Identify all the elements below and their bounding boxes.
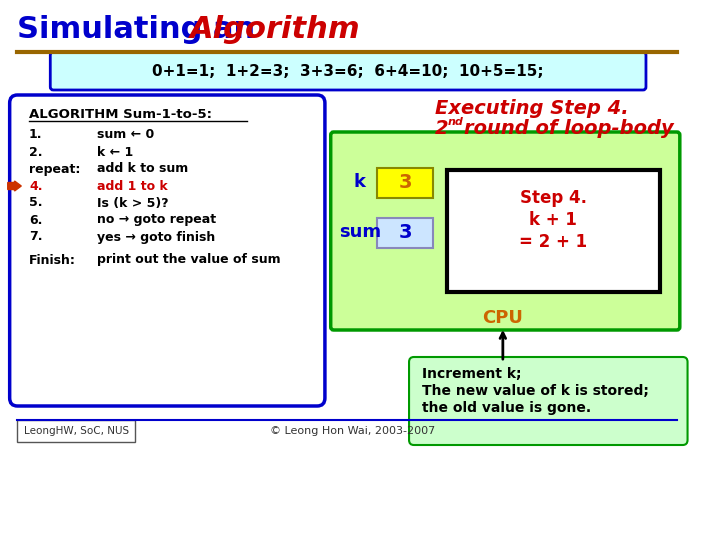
Text: LeongHW, SoC, NUS: LeongHW, SoC, NUS: [24, 426, 129, 436]
Text: repeat:: repeat:: [29, 163, 81, 176]
FancyBboxPatch shape: [17, 420, 135, 442]
FancyBboxPatch shape: [330, 132, 680, 330]
Text: ALGORITHM Sum-1-to-5:: ALGORITHM Sum-1-to-5:: [29, 109, 212, 122]
FancyBboxPatch shape: [447, 170, 660, 292]
Text: Step 4.: Step 4.: [520, 189, 587, 207]
Text: © Leong Hon Wai, 2003-2007: © Leong Hon Wai, 2003-2007: [270, 426, 436, 436]
Text: The new value of k is stored;: The new value of k is stored;: [422, 384, 649, 398]
Text: 3: 3: [398, 173, 412, 192]
Text: k: k: [354, 173, 366, 191]
Text: 6.: 6.: [29, 213, 42, 226]
Text: sum ← 0: sum ← 0: [96, 129, 154, 141]
FancyBboxPatch shape: [377, 218, 433, 248]
FancyBboxPatch shape: [377, 168, 433, 198]
Text: 0+1=1;  1+2=3;  3+3=6;  6+4=10;  10+5=15;: 0+1=1; 1+2=3; 3+3=6; 6+4=10; 10+5=15;: [153, 64, 544, 78]
Text: 3: 3: [398, 224, 412, 242]
Text: 4.: 4.: [29, 179, 42, 192]
Text: = 2 + 1: = 2 + 1: [519, 233, 588, 251]
Text: Increment k;: Increment k;: [422, 367, 521, 381]
Text: Finish:: Finish:: [29, 253, 76, 267]
Text: CPU: CPU: [482, 309, 523, 327]
Text: Simulating an: Simulating an: [17, 16, 266, 44]
Text: Is (k > 5)?: Is (k > 5)?: [96, 197, 168, 210]
Text: no → goto repeat: no → goto repeat: [96, 213, 216, 226]
Text: the old value is gone.: the old value is gone.: [422, 401, 590, 415]
Text: add 1 to k: add 1 to k: [96, 179, 168, 192]
Text: 2.: 2.: [29, 145, 42, 159]
Text: k ← 1: k ← 1: [96, 145, 133, 159]
Text: add k to sum: add k to sum: [96, 163, 188, 176]
Text: 5.: 5.: [29, 197, 42, 210]
Text: sum: sum: [338, 223, 381, 241]
Text: 2: 2: [435, 118, 449, 138]
FancyBboxPatch shape: [9, 95, 325, 406]
Text: 7.: 7.: [29, 231, 42, 244]
FancyArrow shape: [8, 181, 22, 191]
FancyBboxPatch shape: [50, 52, 646, 90]
Text: Executing Step 4.: Executing Step 4.: [435, 98, 629, 118]
Text: round of loop-body: round of loop-body: [464, 118, 674, 138]
Text: 1.: 1.: [29, 129, 42, 141]
Text: yes → goto finish: yes → goto finish: [96, 231, 215, 244]
FancyBboxPatch shape: [409, 357, 688, 445]
Text: print out the value of sum: print out the value of sum: [96, 253, 280, 267]
Text: nd: nd: [448, 117, 464, 127]
Text: Algorithm: Algorithm: [189, 16, 360, 44]
Text: k + 1: k + 1: [529, 211, 577, 229]
